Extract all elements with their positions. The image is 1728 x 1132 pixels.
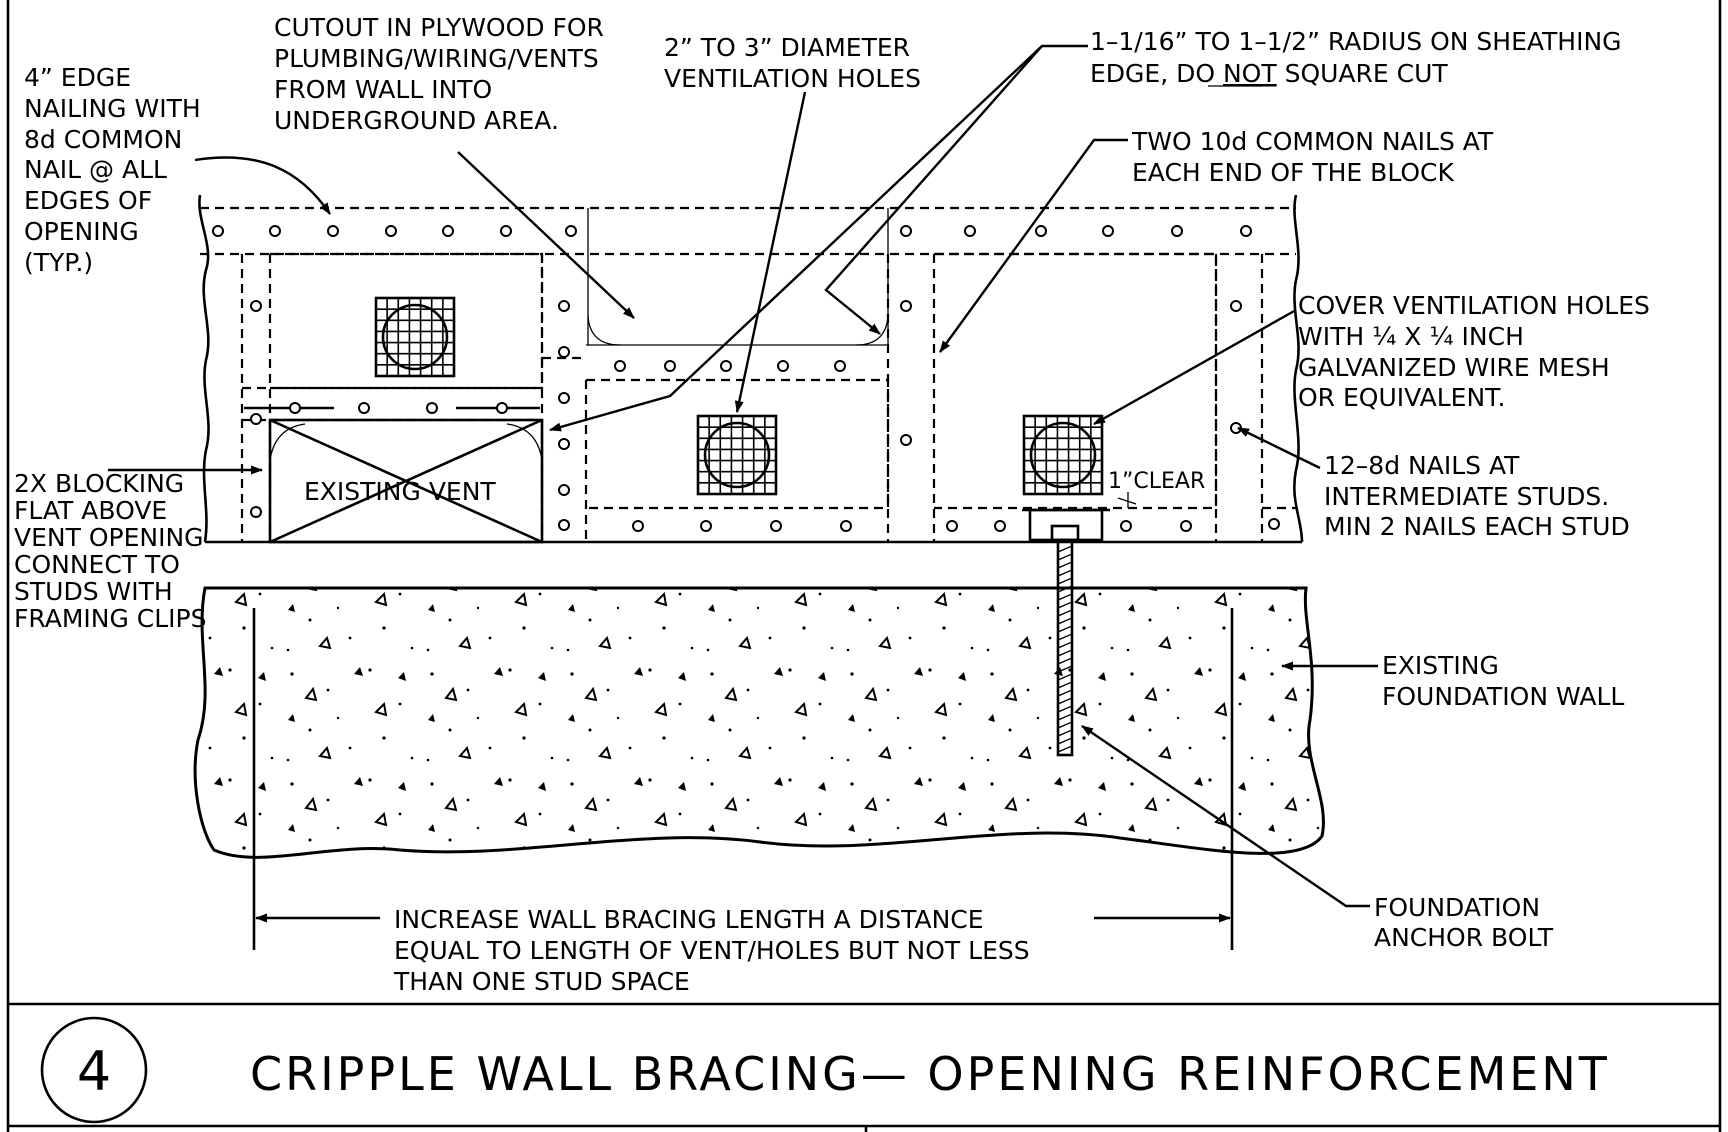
callout-radius: 1–1/16” TO 1–1/2” RADIUS ON SHEATHING ED… bbox=[1090, 27, 1622, 88]
callout-blocking: 2X BLOCKING FLAT ABOVE VENT OPENING CONN… bbox=[14, 469, 207, 633]
svg-text:VENTILATION HOLES: VENTILATION HOLES bbox=[664, 64, 921, 93]
svg-text:EACH END OF THE BLOCK: EACH END OF THE BLOCK bbox=[1132, 158, 1454, 187]
existing-vent bbox=[268, 418, 544, 544]
svg-text:INCREASE WALL BRACING LENGTH A: INCREASE WALL BRACING LENGTH A DISTANCE bbox=[394, 905, 984, 934]
svg-text:2” TO 3” DIAMETER: 2” TO 3” DIAMETER bbox=[664, 33, 910, 62]
callout-anchor-bolt: FOUNDATION ANCHOR BOLT bbox=[1374, 893, 1554, 952]
mesh-vent-2 bbox=[696, 414, 778, 496]
svg-text:OPENING: OPENING bbox=[24, 217, 139, 246]
svg-text:TWO 10d COMMON NAILS AT: TWO 10d COMMON NAILS AT bbox=[1131, 127, 1494, 156]
callout-block-nails: TWO 10d COMMON NAILS AT EACH END OF THE … bbox=[1131, 127, 1494, 187]
bracing-length-dimension bbox=[252, 608, 1234, 950]
svg-text:ANCHOR BOLT: ANCHOR BOLT bbox=[1374, 923, 1554, 952]
svg-text:INTERMEDIATE STUDS.: INTERMEDIATE STUDS. bbox=[1324, 482, 1609, 511]
existing-vent-label: EXISTING VENT bbox=[304, 477, 496, 506]
detail-number: 4 bbox=[77, 1040, 111, 1103]
callout-intermediate-nails: 12–8d NAILS AT INTERMEDIATE STUDS. MIN 2… bbox=[1324, 451, 1630, 541]
svg-text:1–1/16” TO 1–1/2” RADIUS ON SH: 1–1/16” TO 1–1/2” RADIUS ON SHEATHING bbox=[1090, 27, 1622, 56]
svg-text:2X BLOCKING: 2X BLOCKING bbox=[14, 469, 184, 498]
svg-text:4” EDGE: 4” EDGE bbox=[24, 63, 131, 92]
svg-text:STUDS WITH: STUDS WITH bbox=[14, 577, 173, 606]
anchor-bolt bbox=[1022, 508, 1110, 757]
svg-text:VENT OPENING: VENT OPENING bbox=[14, 523, 204, 552]
break-lines bbox=[198, 194, 1304, 543]
vent-blocking bbox=[242, 386, 542, 422]
svg-text:CONNECT TO: CONNECT TO bbox=[14, 550, 180, 579]
sill-plate bbox=[205, 540, 1306, 590]
mesh-vent-3 bbox=[1022, 414, 1104, 496]
svg-text:CUTOUT IN PLYWOOD FOR: CUTOUT IN PLYWOOD FOR bbox=[274, 13, 604, 42]
top-plates bbox=[200, 206, 1296, 345]
foundation-wall bbox=[193, 586, 1325, 859]
svg-text:FLAT ABOVE: FLAT ABOVE bbox=[14, 496, 167, 525]
svg-text:OR EQUIVALENT.: OR EQUIVALENT. bbox=[1298, 383, 1505, 412]
svg-text:UNDERGROUND AREA.: UNDERGROUND AREA. bbox=[274, 106, 559, 135]
callout-bracing-length: INCREASE WALL BRACING LENGTH A DISTANCE … bbox=[393, 905, 1030, 996]
clear-dimension bbox=[1117, 492, 1137, 508]
svg-text:FOUNDATION: FOUNDATION bbox=[1374, 893, 1540, 922]
svg-text:COVER VENTILATION HOLES: COVER VENTILATION HOLES bbox=[1298, 291, 1650, 320]
svg-text:EQUAL TO LENGTH OF VENT/HOLES: EQUAL TO LENGTH OF VENT/HOLES BUT NOT LE… bbox=[394, 936, 1030, 965]
svg-text:12–8d NAILS AT: 12–8d NAILS AT bbox=[1324, 451, 1520, 480]
svg-text:MIN 2 NAILS EACH STUD: MIN 2 NAILS EACH STUD bbox=[1324, 512, 1630, 541]
svg-text:FROM WALL INTO: FROM WALL INTO bbox=[274, 75, 492, 104]
title-block: 4 CRIPPLE WALL BRACING— OPENING REINFORC… bbox=[40, 1016, 1610, 1124]
detail-number-circle bbox=[40, 1016, 148, 1124]
svg-text:FRAMING CLIPS: FRAMING CLIPS bbox=[14, 604, 207, 633]
svg-text:THAN ONE STUD SPACE: THAN ONE STUD SPACE bbox=[393, 967, 690, 996]
clear-label: 1”CLEAR bbox=[1108, 469, 1205, 494]
leaders bbox=[108, 44, 1378, 908]
mesh-vent-1 bbox=[374, 296, 456, 378]
svg-text:EDGES OF: EDGES OF bbox=[24, 186, 152, 215]
callout-foundation-wall: EXISTING FOUNDATION WALL bbox=[1382, 651, 1624, 711]
svg-text:FOUNDATION WALL: FOUNDATION WALL bbox=[1382, 682, 1624, 711]
callout-cutout: CUTOUT IN PLYWOOD FOR PLUMBING/WIRING/VE… bbox=[274, 13, 604, 135]
svg-text:GALVANIZED WIRE MESH: GALVANIZED WIRE MESH bbox=[1298, 353, 1610, 382]
svg-text:(TYP.): (TYP.) bbox=[24, 248, 93, 277]
sheathing-panels bbox=[270, 252, 1296, 510]
nails bbox=[212, 225, 1280, 532]
callout-cover-mesh: COVER VENTILATION HOLES WITH ¼ X ¼ INCH … bbox=[1298, 291, 1650, 412]
svg-text:PLUMBING/WIRING/VENTS: PLUMBING/WIRING/VENTS bbox=[274, 44, 599, 73]
callout-edge-nailing: 4” EDGE NAILING WITH 8d COMMON NAIL @ AL… bbox=[24, 63, 201, 277]
drawing-title: CRIPPLE WALL BRACING— OPENING REINFORCEM… bbox=[250, 1047, 1610, 1101]
svg-text:EDGE, DO NOT SQUARE CUT: EDGE, DO NOT SQUARE CUT bbox=[1090, 59, 1448, 88]
callout-vent-holes: 2” TO 3” DIAMETER VENTILATION HOLES bbox=[664, 33, 921, 93]
svg-text:NAIL @ ALL: NAIL @ ALL bbox=[24, 155, 167, 184]
svg-text:NAILING WITH: NAILING WITH bbox=[24, 94, 201, 123]
svg-text:EXISTING: EXISTING bbox=[1382, 651, 1499, 680]
svg-text:WITH ¼ X ¼ INCH: WITH ¼ X ¼ INCH bbox=[1298, 322, 1524, 351]
svg-text:8d COMMON: 8d COMMON bbox=[24, 125, 182, 154]
sheet-border bbox=[6, 0, 1722, 1132]
